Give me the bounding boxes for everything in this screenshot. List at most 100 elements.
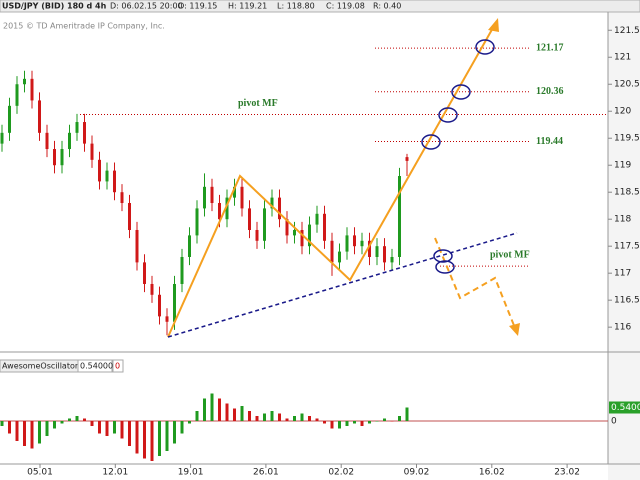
ao-bar (405, 407, 409, 421)
candle-body (233, 186, 236, 198)
ao-bar (360, 421, 364, 426)
x-tick-label: 23.02 (554, 468, 580, 478)
candle-body (210, 186, 214, 204)
ao-bar (195, 411, 199, 421)
candle-body (45, 132, 49, 150)
candle-body (218, 203, 221, 220)
x-tick-label: 19.01 (178, 468, 204, 478)
ao-bar (45, 421, 49, 436)
trend-path (167, 25, 495, 338)
projection-path (434, 237, 516, 329)
ao-bar (165, 421, 169, 451)
candle-body (15, 84, 19, 106)
candle-body (30, 78, 34, 101)
y-tick-label: 116.5 (614, 296, 640, 306)
y-tick-label: 121 (614, 53, 631, 63)
ao-bar (75, 416, 79, 421)
ao-bar (270, 411, 274, 421)
candle-body (120, 192, 124, 204)
current-tag (609, 401, 640, 414)
y-tick-label: 119.5 (614, 134, 640, 144)
osc-zero: 0 (115, 362, 120, 371)
ao-bar (383, 418, 386, 421)
circle (438, 107, 458, 123)
ao-bar (68, 418, 71, 421)
level-label: 121.17 (536, 42, 564, 53)
arrow-head (488, 18, 499, 32)
candle-body (143, 262, 146, 284)
circle (433, 249, 453, 263)
candle-body (23, 78, 26, 85)
y-tick-label: 120 (614, 107, 631, 117)
candle-body (68, 132, 71, 150)
candle-body (0, 132, 4, 144)
arrow-head (509, 323, 520, 336)
candle-body (158, 294, 161, 317)
y-tick-label: 116 (614, 323, 631, 333)
candle-body (195, 208, 199, 236)
candle-body (285, 219, 289, 236)
candle-body (383, 246, 386, 263)
candle-body (263, 208, 266, 241)
support-line (167, 232, 518, 338)
ao-bar (105, 421, 109, 436)
ao-bar (308, 416, 311, 421)
ao-bar (23, 421, 26, 446)
symbol: USD/JPY (BID) 180 d 4h (2, 2, 107, 11)
candle-body (360, 240, 364, 247)
candle-body (173, 283, 176, 322)
candle-body (315, 213, 319, 225)
osc-value-box (77, 359, 113, 373)
x-tick-label: 26.01 (253, 468, 279, 478)
y-tick-label: 120.5 (614, 80, 640, 90)
candle-body (38, 100, 41, 133)
date: D: 06.02.15 20:00 (110, 2, 183, 11)
candle-body (248, 208, 251, 230)
candle-body (293, 229, 296, 236)
ao-bar (323, 421, 326, 424)
ao-bar (143, 421, 146, 459)
ao-bar (233, 408, 236, 421)
osc-zero-box (112, 359, 124, 373)
candle-body (128, 203, 131, 230)
ao-bar (255, 416, 259, 421)
ao-bar (120, 421, 124, 439)
level-label: 119.44 (536, 136, 563, 147)
ao-bar (278, 413, 281, 421)
pivot-label: pivot MF (238, 98, 278, 109)
ao-bar (225, 403, 229, 421)
ao-bar (330, 421, 334, 429)
candle-body (90, 143, 94, 160)
candle-body (270, 197, 274, 209)
ao-bar (53, 421, 56, 429)
candle-body (368, 240, 371, 257)
ao-bar (218, 398, 221, 421)
candle-body (83, 122, 86, 144)
ao-bar (0, 421, 4, 426)
close: C: 119.08 (326, 2, 365, 11)
candle-body (225, 197, 229, 220)
copyright: 2015 © TD Ameritrade IP Company, Inc. (3, 22, 165, 31)
candle-body (135, 229, 139, 263)
header-bar (0, 0, 640, 13)
ao-bar (188, 421, 191, 424)
candle-body (345, 235, 349, 252)
ao-bar (345, 421, 349, 426)
range: R: 0.40 (373, 2, 401, 11)
ao-bar (180, 421, 184, 434)
candle-body (390, 256, 394, 263)
ao-bar (38, 421, 41, 444)
osc-name: AwesomeOscillator (2, 362, 79, 371)
y-tick-label: 118 (614, 215, 631, 225)
ao-bar (128, 421, 131, 446)
x-tick-label: 16.02 (479, 468, 505, 478)
ao-bar (60, 421, 64, 424)
ao-bar (150, 421, 154, 461)
ao-bar (8, 421, 11, 434)
candle-body (105, 170, 109, 182)
ao-bar (248, 411, 251, 421)
ao-bar (398, 416, 401, 421)
osc-value: 0.540006 (80, 362, 118, 371)
y-tick-label: 118.5 (614, 188, 640, 198)
y-tick-label: 117.5 (614, 242, 640, 252)
